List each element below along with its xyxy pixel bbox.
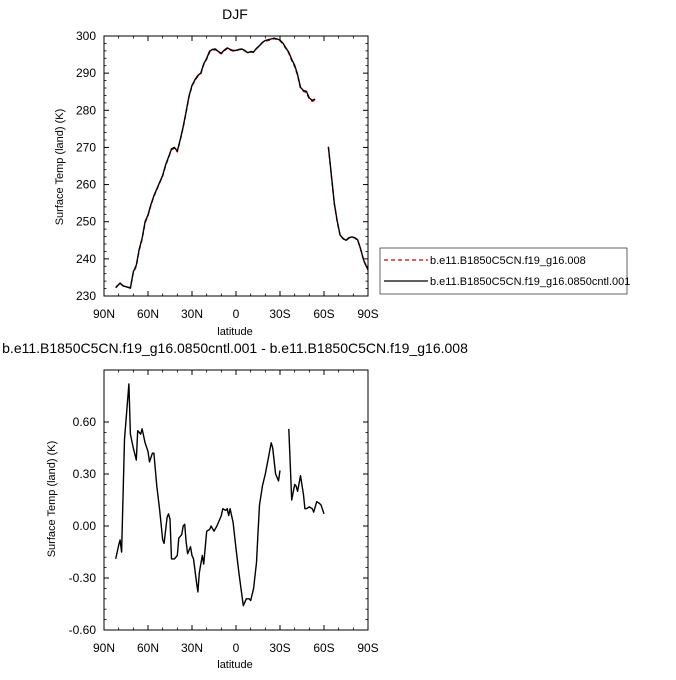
chart-top-y-tick-label: 270 bbox=[76, 140, 96, 154]
chart-top-title: DJF bbox=[222, 6, 248, 22]
chart-bottom-series-1-line-segment-2 bbox=[288, 428, 325, 515]
chart-top-legend: b.e11.B1850C5CN.f19_g16.008 b.e11.B1850C… bbox=[379, 247, 630, 295]
chart-top-x-tick-label: 30S bbox=[269, 307, 290, 321]
chart-top-series-2-line-segment-2 bbox=[327, 146, 369, 270]
chart-top-x-tick-label: 0 bbox=[233, 307, 240, 321]
chart-top-y-tick-label: 300 bbox=[76, 29, 96, 43]
chart-bottom-x-tick-label: 90S bbox=[357, 641, 378, 655]
legend-box bbox=[379, 247, 628, 295]
chart-bottom-x-tick-label: 60S bbox=[313, 641, 334, 655]
chart-bottom-y-tick-label: -0.30 bbox=[69, 571, 97, 585]
chart-bottom: b.e11.B1850C5CN.f19_g16.0850cntl.001 - b… bbox=[2, 340, 468, 671]
chart-top-x-tick-label: 60S bbox=[313, 307, 334, 321]
chart-top-plot-area: 90N 60N 30N 0 30S 60S 90S 230 240 250 260 270 280 290… bbox=[76, 29, 379, 321]
chart-top-x-axis-title: latitude bbox=[217, 326, 252, 338]
chart-top-x-tick-label: 60N bbox=[137, 307, 159, 321]
chart-top-x-tick-label: 30N bbox=[181, 307, 203, 321]
chart-top-series-1-line-segment-1 bbox=[115, 37, 316, 289]
chart-bottom-y-tick-label: 0.60 bbox=[73, 415, 97, 429]
chart-bottom-x-tick-label: 60N bbox=[137, 641, 159, 655]
chart-bottom-x-tick-label: 30N bbox=[181, 641, 203, 655]
chart-bottom-x-axis-title: latitude bbox=[217, 659, 252, 671]
chart-bottom-x-tick-label: 30S bbox=[269, 641, 290, 655]
chart-top-x-tick-label: 90N bbox=[93, 307, 115, 321]
chart-bottom-frame bbox=[103, 369, 369, 631]
chart-bottom-series-1-line-segment-1 bbox=[115, 383, 281, 607]
chart-top-y-axis-title: Surface Temp (land) (K) bbox=[54, 109, 66, 226]
legend-label-series-2: b.e11.B1850C5CN.f19_g16.0850cntl.001 bbox=[430, 276, 630, 288]
chart-top-y-tick-label: 280 bbox=[76, 103, 96, 117]
chart-bottom-y-tick-label: 0.30 bbox=[73, 467, 97, 481]
chart-top-y-tick-label: 290 bbox=[76, 66, 96, 80]
chart-bottom-y-tick-label: 0.00 bbox=[73, 519, 97, 533]
chart-top-y-tick-label: 260 bbox=[76, 178, 96, 192]
chart-top-y-tick-label: 240 bbox=[76, 252, 96, 266]
chart-bottom-x-tick-label: 0 bbox=[233, 641, 240, 655]
chart-top-series-2-line-segment-1 bbox=[115, 37, 316, 289]
legend-label-series-1: b.e11.B1850C5CN.f19_g16.008 bbox=[430, 255, 586, 267]
chart-bottom-title: b.e11.B1850C5CN.f19_g16.0850cntl.001 - b… bbox=[2, 340, 468, 356]
chart-top-x-tick-label: 90S bbox=[357, 307, 378, 321]
chart-bottom-y-axis-title: Surface Temp (land) (K) bbox=[46, 441, 58, 558]
chart-bottom-x-tick-label: 90N bbox=[93, 641, 115, 655]
chart-top-y-tick-label: 230 bbox=[76, 289, 96, 303]
chart-top-y-tick-label: 250 bbox=[76, 215, 96, 229]
chart-top-frame bbox=[103, 35, 369, 297]
chart-bottom-y-tick-label: -0.60 bbox=[69, 623, 97, 637]
chart-bottom-plot-area: 90N 60N 30N 0 30S 60S 90S -0.60 -0.30 0.00 0.30 0.6… bbox=[69, 369, 379, 655]
chart-top: DJF 90N 60N 30N 0 30S 60S 90S 230 240 250 260 270 28… bbox=[54, 6, 379, 338]
